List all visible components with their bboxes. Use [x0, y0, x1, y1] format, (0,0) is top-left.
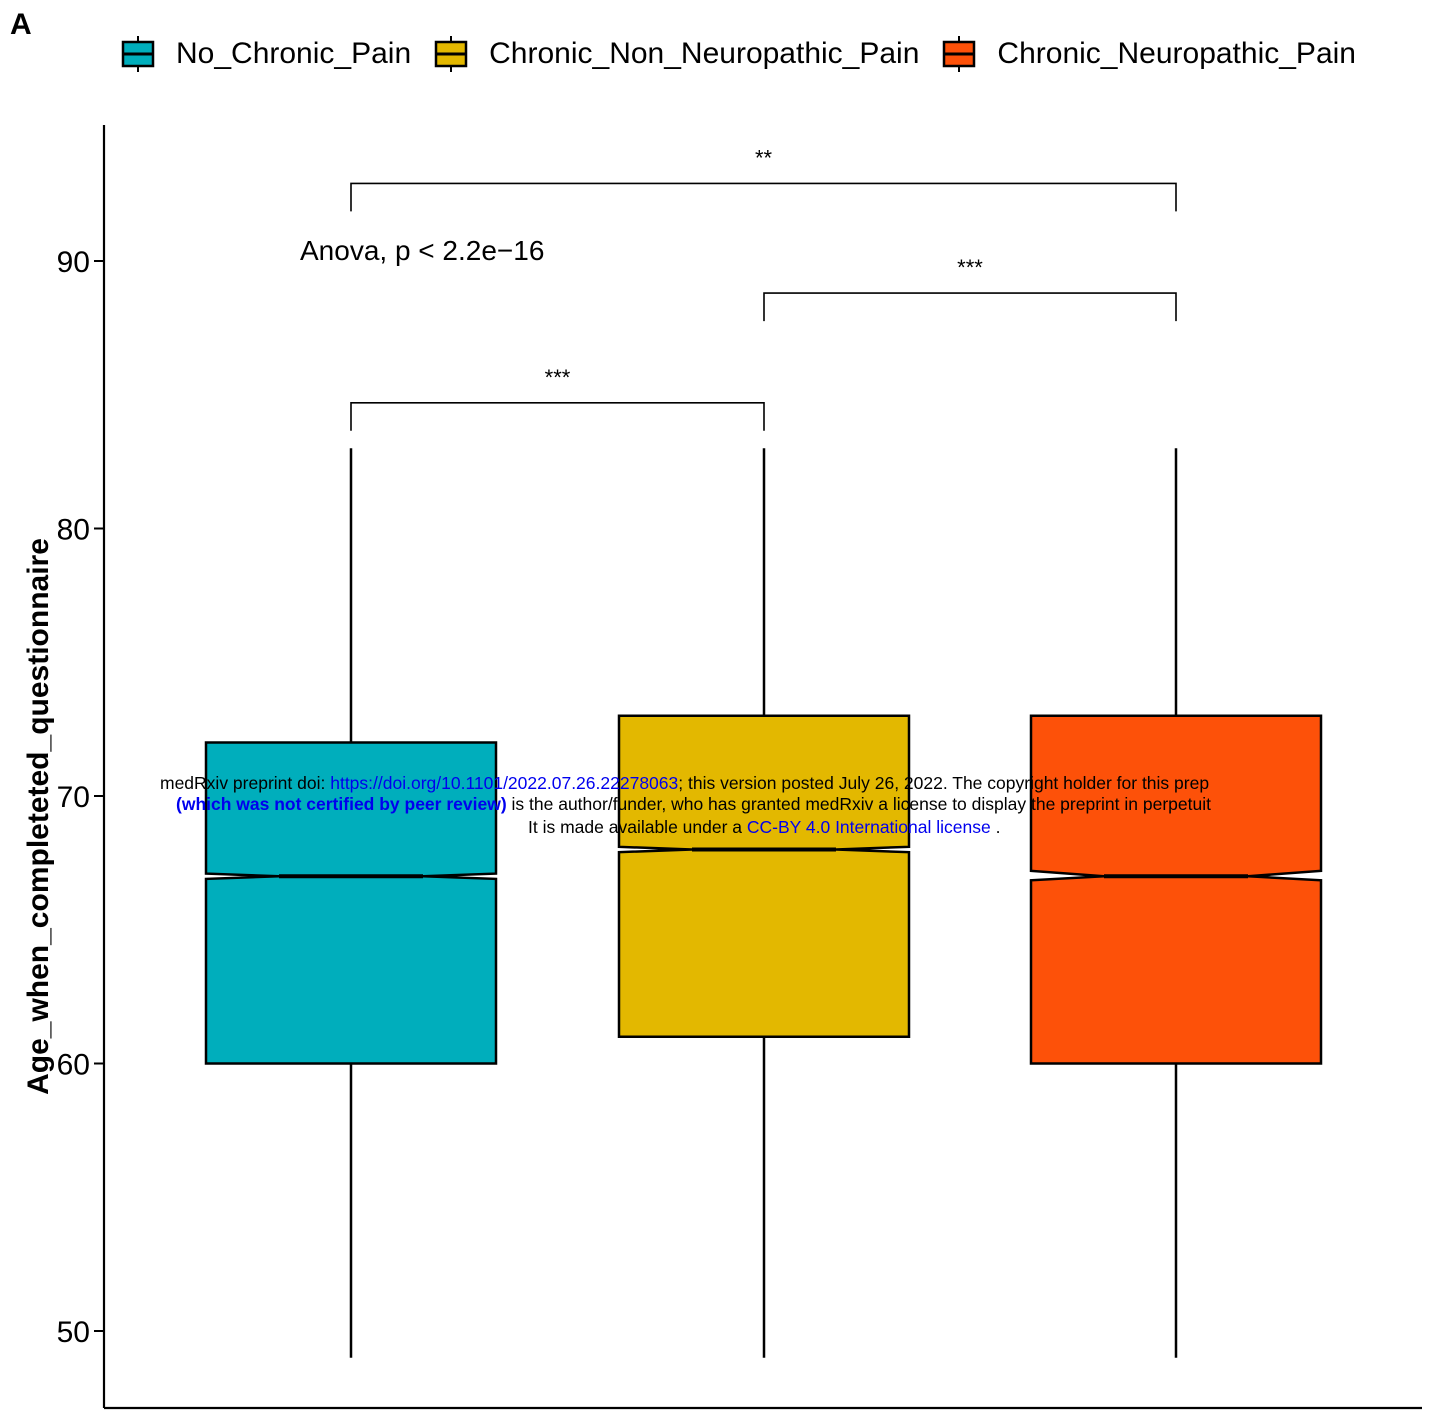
box-0: [204, 741, 498, 1065]
y-tick-label: 80: [57, 514, 90, 547]
annotations: Anova, p < 2.2e−16********: [300, 145, 1177, 431]
legend-label-chronic-non-neuropathic-pain: Chronic_Non_Neuropathic_Pain: [489, 37, 920, 70]
peer-review-note: (which was not certified by peer review): [176, 794, 507, 814]
legend-key-chronic-neuropathic-pain: [943, 36, 976, 72]
axes: 50 60 70 80 90 Age_when_completeted_questionn…: [22, 125, 1422, 1410]
watermark-line-3-prefix: It is made available under a: [528, 817, 747, 837]
boxes: [204, 448, 1323, 1358]
watermark-line-1-suffix: ; this version posted July 26, 2022. The…: [678, 773, 1210, 793]
y-tick-label: 60: [57, 1049, 90, 1082]
box-2: [1029, 714, 1323, 1065]
anova-text: Anova, p < 2.2e−16: [300, 235, 544, 266]
license-link[interactable]: CC-BY 4.0 International license: [746, 817, 991, 837]
comparison-bracket: [350, 182, 1177, 212]
y-tick-label: 70: [57, 781, 90, 814]
legend-item-chronic-neuropathic-pain: Chronic_Neuropathic_Pain: [941, 36, 1356, 72]
legend: No_Chronic_Pain Chronic_Non_Neuropathic_…: [120, 32, 1378, 76]
watermark-line-2: (which was not certified by peer review)…: [176, 794, 1211, 814]
significance-label: ***: [957, 255, 983, 280]
watermark-line-3: It is made available under a CC-BY 4.0 I…: [528, 817, 1000, 837]
comparison-bracket: [350, 401, 765, 431]
box-1: [617, 714, 911, 1038]
y-tick-label: 50: [57, 1316, 90, 1349]
y-tick-label: 90: [57, 246, 90, 279]
watermark-line-2-suffix: is the author/funder, who has granted me…: [506, 794, 1211, 814]
legend-key-no-chronic-pain: [121, 36, 155, 72]
legend-label-chronic-neuropathic-pain: Chronic_Neuropathic_Pain: [997, 37, 1356, 70]
panel-label: A: [10, 8, 32, 41]
comparison-bracket: [763, 292, 1177, 322]
legend-key-chronic-non-neuropathic-pain: [434, 36, 468, 72]
significance-label: **: [755, 145, 773, 170]
y-axis-label: Age_when_completeted_questionnaire: [22, 538, 55, 1095]
watermark-line-1: medRxiv preprint doi: https://doi.org/10…: [160, 773, 1209, 793]
legend-item-no-chronic-pain: No_Chronic_Pain: [120, 36, 411, 72]
doi-link[interactable]: https://doi.org/10.1101/2022.07.26.22278…: [330, 773, 679, 793]
significance-label: ***: [545, 365, 571, 390]
watermark-line-3-suffix: .: [990, 817, 1001, 837]
legend-item-chronic-non-neuropathic-pain: Chronic_Non_Neuropathic_Pain: [433, 36, 919, 72]
legend-label-no-chronic-pain: No_Chronic_Pain: [176, 37, 412, 70]
watermark-line-1-prefix: medRxiv preprint doi:: [160, 773, 331, 793]
